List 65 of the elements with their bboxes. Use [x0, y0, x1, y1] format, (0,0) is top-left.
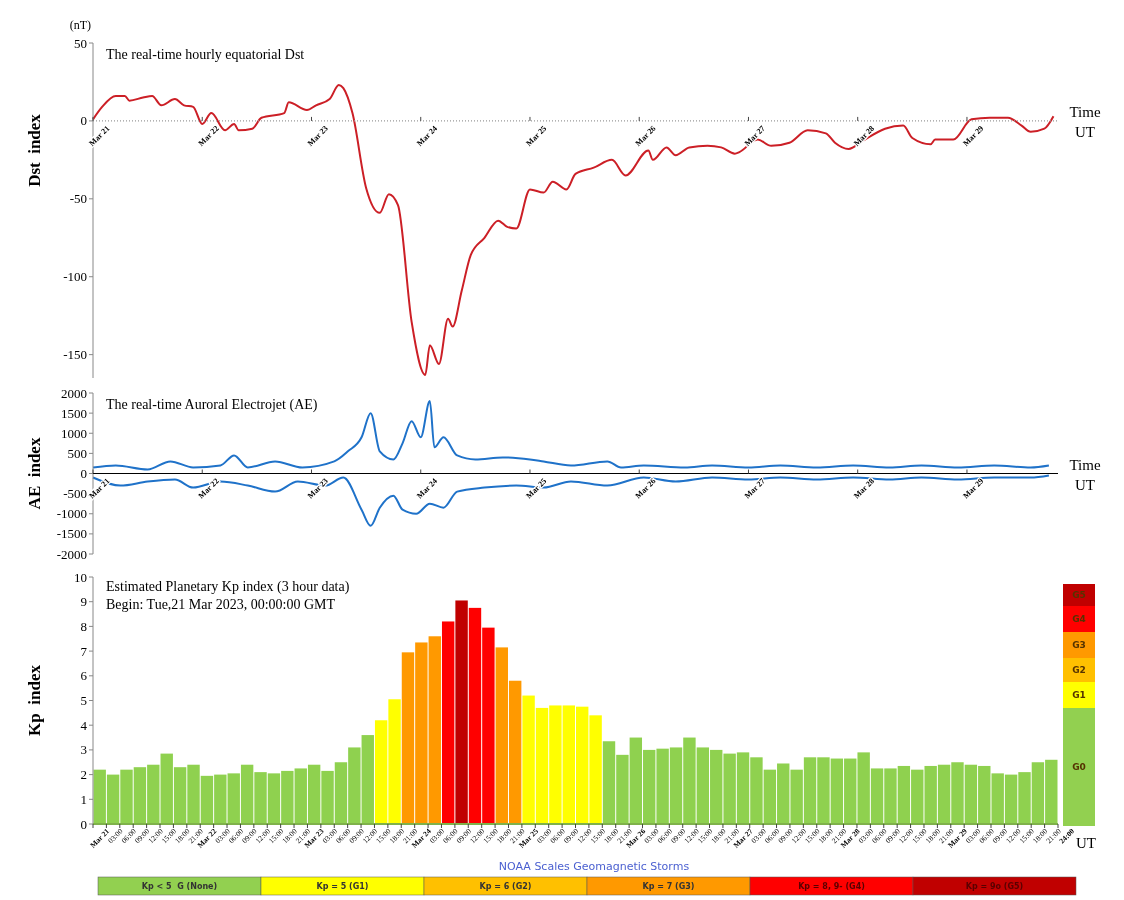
y-tick-label: 10 — [74, 569, 87, 585]
text: G3 — [1072, 640, 1086, 651]
text: Kp = 8, 9- (G4) — [798, 881, 865, 891]
x-tick-label: Mar 28 — [852, 476, 877, 501]
y-tick-label: 2000 — [61, 385, 87, 401]
x-tick-label: Mar 21 — [87, 476, 112, 501]
y-tick-label: 7 — [80, 643, 88, 659]
text: Kp = 9o (G5) — [965, 881, 1024, 891]
chart-title: Estimated Planetary Kp index (3 hour data) — [106, 579, 350, 595]
x-tick-label: Mar 23 — [305, 123, 330, 148]
line-series — [92, 400, 1050, 471]
y-tick-label: 0 — [80, 466, 87, 482]
text: G1 — [1072, 690, 1086, 701]
y-tick-label: 1 — [80, 791, 87, 807]
text: NOAA Scales Geomagnetic Storms — [498, 860, 690, 873]
bar — [441, 621, 455, 824]
y-tick-label: 3 — [80, 742, 87, 758]
bar — [455, 600, 468, 824]
y-tick-label: -1000 — [56, 506, 87, 522]
y-tick-label: -100 — [63, 269, 87, 285]
x-tick-label: Mar 24 — [415, 123, 440, 148]
y-axis-title: AE index — [25, 437, 44, 510]
text: G5 — [1072, 590, 1086, 601]
y-tick-label: 4 — [80, 717, 88, 733]
text: Begin: Tue,21 Mar 2023, 00:00:00 GMT — [106, 597, 336, 612]
text: Kp = 5 (G1) — [316, 881, 369, 891]
x-axis-title: Time UT — [1069, 103, 1101, 140]
text: G2 — [1072, 665, 1086, 676]
y-axis-title: Dst index — [25, 113, 44, 187]
x-tick-label: Mar 24 — [415, 476, 440, 501]
y-tick-label: 8 — [80, 618, 87, 634]
chart-title: The real-time Auroral Electrojet (AE) — [106, 397, 318, 413]
y-tick-label: 50 — [74, 35, 87, 51]
y-tick-label: 500 — [67, 445, 87, 461]
x-tick-label: Mar 27 — [742, 123, 767, 148]
text: G0 — [1072, 762, 1086, 773]
x-tick-label: Mar 28 — [852, 123, 877, 148]
y-tick-label: 0 — [80, 113, 87, 129]
x-axis-title: UT — [1076, 835, 1096, 851]
x-tick-label: Mar 29 — [961, 476, 986, 501]
y-tick-label: -2000 — [56, 546, 87, 562]
text: (nT) — [69, 18, 91, 32]
x-tick-label: Mar 23 — [305, 476, 330, 501]
text: G4 — [1072, 614, 1086, 625]
y-tick-label: 2 — [80, 767, 87, 783]
y-tick-label: -500 — [63, 486, 87, 502]
y-tick-label: 0 — [80, 816, 87, 832]
y-tick-label: -150 — [63, 347, 87, 363]
x-tick-label: Mar 22 — [196, 476, 221, 501]
y-tick-label: 1000 — [61, 425, 87, 441]
x-axis-title: Time UT — [1069, 456, 1101, 493]
text: Kp < 5 G (None) — [141, 881, 218, 891]
y-tick-label: 1500 — [61, 405, 87, 421]
y-tick-label: -1500 — [56, 526, 87, 542]
y-tick-label: -50 — [69, 191, 87, 207]
chart-title: The real-time hourly equatorial Dst — [106, 47, 305, 62]
y-tick-label: 6 — [80, 668, 88, 684]
y-tick-label: 5 — [80, 693, 87, 709]
y-axis-title: Kp index — [25, 664, 44, 736]
x-tick-label: Mar 26 — [633, 476, 658, 501]
x-tick-label: Mar 25 — [524, 476, 549, 501]
y-tick-label: 9 — [80, 594, 87, 610]
text: Kp = 7 (G3) — [642, 881, 695, 891]
x-tick-label: Mar 27 — [742, 476, 767, 501]
text: Kp = 6 (G2) — [479, 881, 532, 891]
